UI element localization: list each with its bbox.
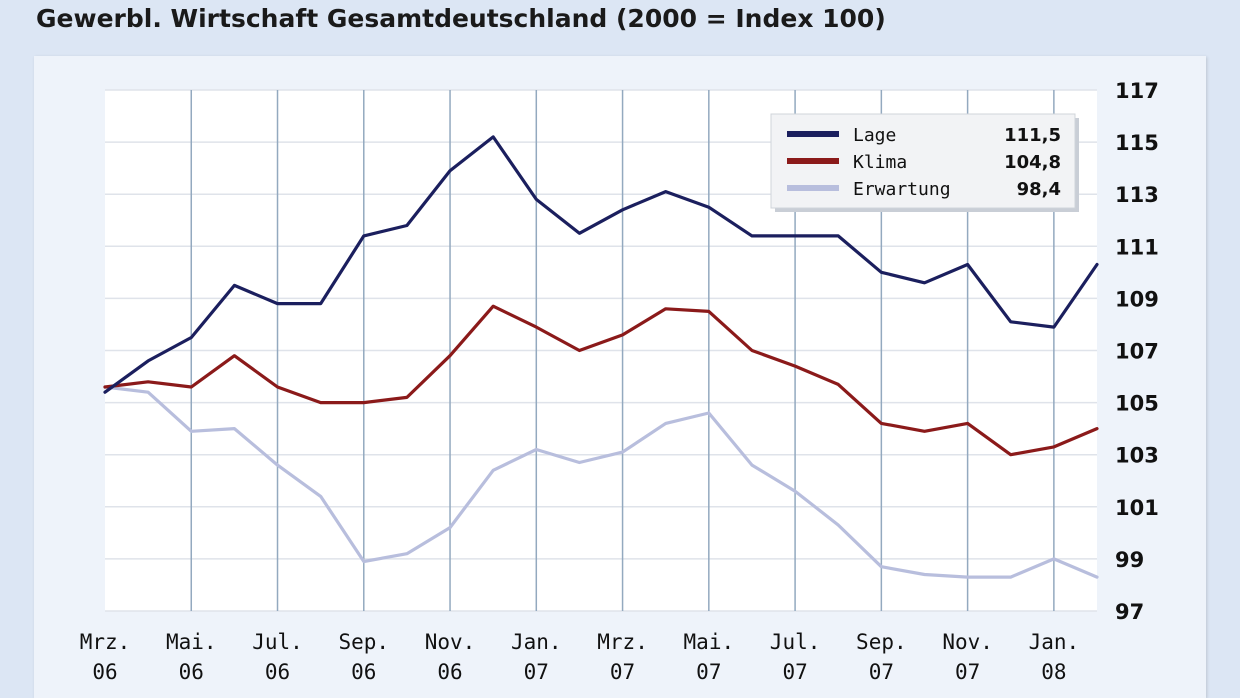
y-tick-label: 107 [1115,340,1159,364]
x-tick-label-year: 06 [92,660,117,684]
x-tick-label-year: 06 [351,660,376,684]
chart-panel: 97 99 101 103 105 107 109 111 113 115 117 Mrz. 06 Ma… [34,56,1206,698]
series-line-klima [103,304,1099,457]
y-tick-label: 117 [1115,79,1159,103]
x-tick-label-year: 07 [524,660,549,684]
x-tick-label-year: 06 [179,660,204,684]
legend-value: 111,5 [1004,125,1061,146]
x-tick-label-month: Jul. [252,630,303,654]
legend-label: Klima [853,152,907,173]
y-tick-label: 109 [1115,287,1159,311]
x-tick-label-month: Nov. [425,630,476,654]
y-tick-label: 101 [1115,496,1159,520]
y-tick-label: 97 [1115,600,1144,624]
legend-label: Lage [853,125,896,146]
series-line-erwartung [103,385,1099,579]
series-line-lage [103,135,1099,394]
x-tick-label-month: Mai. [166,630,217,654]
x-tick-label-month: Sep. [338,630,389,654]
x-tick-label-year: 07 [955,660,980,684]
x-tick-label-year: 07 [782,660,807,684]
x-tick-label-month: Sep. [856,630,907,654]
legend-value: 104,8 [1004,152,1061,173]
x-tick-label-year: 08 [1041,660,1066,684]
x-tick-label-month: Mrz. [597,630,648,654]
y-tick-label: 105 [1115,392,1159,416]
x-tick-label-month: Mai. [684,630,735,654]
x-tick-label-year: 07 [696,660,721,684]
x-tick-label-month: Nov. [942,630,993,654]
x-tick-label-month: Jan. [1029,630,1080,654]
y-tick-label: 99 [1115,548,1144,572]
y-tick-label: 113 [1115,183,1159,207]
x-tick-label-month: Jan. [511,630,562,654]
legend-value: 98,4 [1017,179,1061,200]
y-tick-label: 111 [1115,235,1159,259]
line-chart: 97 99 101 103 105 107 109 111 113 115 117 Mrz. 06 Ma… [80,79,1159,684]
y-tick-label: 103 [1115,444,1159,468]
chart-title: Gewerbl. Wirtschaft Gesamtdeutschland (2… [36,4,886,33]
x-tick-label-month: Mrz. [80,630,131,654]
y-tick-label: 115 [1115,131,1159,155]
x-tick-label-year: 07 [610,660,635,684]
x-tick-label-month: Jul. [770,630,821,654]
x-tick-label-year: 06 [265,660,290,684]
x-tick-label-year: 06 [437,660,462,684]
x-tick-label-year: 07 [869,660,894,684]
legend-label: Erwartung [853,179,951,200]
